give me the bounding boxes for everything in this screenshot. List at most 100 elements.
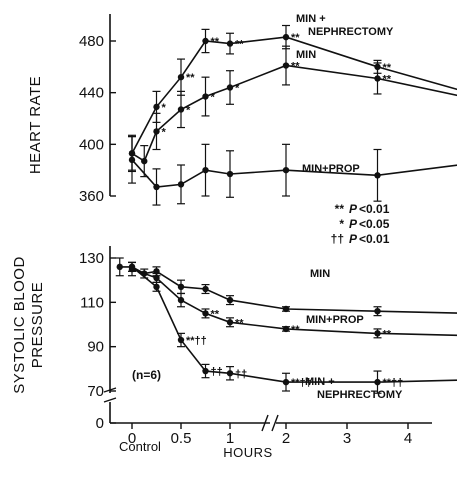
bp-point-min-nephrectomy-1 [153,283,160,291]
bp-sig-min-prop-5: ** [291,324,300,336]
hr-point-min-prop-5 [282,166,290,174]
bp-x-tick-label-2: 2 [282,430,290,447]
legend-symbol-3: †† [331,232,344,246]
bp-y-tick-label-110: 110 [80,294,104,311]
hr-marks: *************MIN +NEPHRECTOMY*********MI… [128,13,457,206]
hr-series-label-min-nephrectomy-0: MIN + [296,13,326,25]
hr-sig-min-5: * [235,83,240,95]
hr-series-label-min-0: MIN [296,49,316,61]
bp-point-min-6 [226,296,234,304]
hr-y-tick-label-480: 480 [79,33,104,50]
bp-series-min-prop: **********MIN+PROP [128,261,457,340]
legend-p-3: P [349,232,358,246]
hr-sig-min-nephrectomy-1: * [162,102,167,114]
bp-point-min-0 [116,263,123,271]
bp-sig-min-nephrectomy-2: **†† [186,335,207,347]
hr-point-min-prop-6 [374,172,381,179]
bp-sig-min-nephrectomy-4: †† [235,368,247,380]
bp-x-label: HOURS [223,445,272,460]
bp-sig-min-nephrectomy-5: **†† [291,377,312,389]
significance-legend: ** P <0.01 * P <0.05 †† P <0.01 [331,202,390,246]
hr-line-min-nephrectomy [131,36,457,154]
hr-point-min-prop-1 [153,183,160,191]
bp-y-tick-label-130: 130 [79,250,104,267]
bp-line-min [119,266,457,314]
bp-y-tick-label-90: 90 [87,339,104,356]
bp-point-min-5 [202,285,209,293]
legend-text-1: <0.01 [359,202,390,216]
hr-series-label-min-nephrectomy-1: NEPHRECTOMY [308,26,394,38]
bp-y-label-line-1: SYSTOLIC BLOOD [11,256,28,394]
bp-series-label-min-prop-0: MIN+PROP [306,314,364,326]
bp-x-tick-label-3: 3 [343,430,351,447]
bp-x-tick-label-4: 4 [404,430,412,447]
legend-text-3: <0.01 [359,232,390,246]
bp-point-min-nephrectomy-0 [128,263,136,271]
legend-p-1: P [349,202,358,216]
bp-sig-min-prop-4: ** [235,317,244,329]
bp-y-axis-break [103,387,117,403]
bp-point-min-prop-1 [153,274,160,282]
bp-point-min-nephrectomy-2 [177,336,185,344]
bp-control-label: Control [119,439,161,454]
bp-x-axis-break [261,414,279,432]
bp-point-min-3 [153,268,160,275]
legend-p-2: P [349,217,358,231]
bp-x-tick-label-0-5: 0.5 [171,430,192,447]
hr-point-min-1 [141,157,148,165]
hr-point-min-5 [226,84,234,91]
bp-point-min-nephrectomy-3 [202,367,209,375]
hr-sig-min-nephrectomy-4: ** [235,39,244,51]
hr-line-min-prop [131,159,457,188]
hr-point-min-prop-4 [226,170,234,178]
bp-point-min-nephrectomy-4 [226,370,234,377]
hr-y-ticks: 360 400 440 480 [79,33,116,205]
hr-point-min-nephrectomy-1 [153,103,160,111]
bp-x-ticks: 00.512345 [128,423,412,447]
bp-point-min-prop-5 [282,325,290,333]
hr-y-label: HEART RATE [27,76,44,174]
bp-x-tick-label-1: 1 [226,430,234,447]
hr-sig-min-3: * [186,104,191,116]
hr-sig-min-4: * [211,92,216,104]
legend-symbol-2: * [339,217,344,231]
bp-sig-min-prop-6: ** [383,328,392,340]
hr-point-min-6 [282,62,290,69]
bp-series-label-min-0: MIN [310,268,330,280]
bp-point-min-7 [282,305,290,313]
bp-y-tick-label-0: 0 [96,415,104,432]
bp-y-label-line-2: PRESSURE [29,282,46,369]
hr-point-min-3 [177,106,185,113]
bp-series-label-min-nephrectomy-0: MIN + [305,376,335,388]
hr-point-min-nephrectomy-4 [226,40,234,47]
hr-series-min: *********MIN [128,45,457,178]
bp-sig-min-prop-3: ** [211,308,220,320]
bp-point-min-prop-2 [177,296,185,304]
bp-point-min-8 [374,308,381,315]
hr-sig-min-nephrectomy-2: ** [186,72,195,84]
bp-x-tick-label-0: 0 [128,430,136,447]
bp-point-min-prop-4 [226,319,234,326]
bp-point-min-nephrectomy-5 [282,378,290,386]
hr-point-min-nephrectomy-3 [202,37,209,45]
bp-point-min-prop-6 [374,330,381,337]
hr-point-min-4 [202,93,209,100]
bp-marks: MIN**********MIN+PROP**††††††**††**††**†… [115,257,457,401]
hr-point-min-2 [153,128,160,135]
bp-line-min-nephrectomy [131,266,457,383]
bp-y-tick-label-70: 70 [87,383,104,400]
hr-series-label-min-prop-0: MIN+PROP [302,163,360,175]
hr-point-min-prop-2 [177,181,185,188]
legend-text-2: <0.05 [359,217,390,231]
legend-symbol-1: ** [335,202,345,216]
hr-point-min-nephrectomy-2 [177,73,185,81]
bp-sig-min-nephrectomy-6: **†† [383,377,404,389]
hr-point-min-prop-0 [128,156,136,164]
hr-sig-min-7: ** [383,73,392,85]
hr-point-min-7 [374,75,381,82]
bp-point-min-nephrectomy-6 [374,378,381,386]
hr-sig-min-6: ** [291,61,300,73]
bp-series-label-min-nephrectomy-1: NEPHRECTOMY [317,389,403,401]
